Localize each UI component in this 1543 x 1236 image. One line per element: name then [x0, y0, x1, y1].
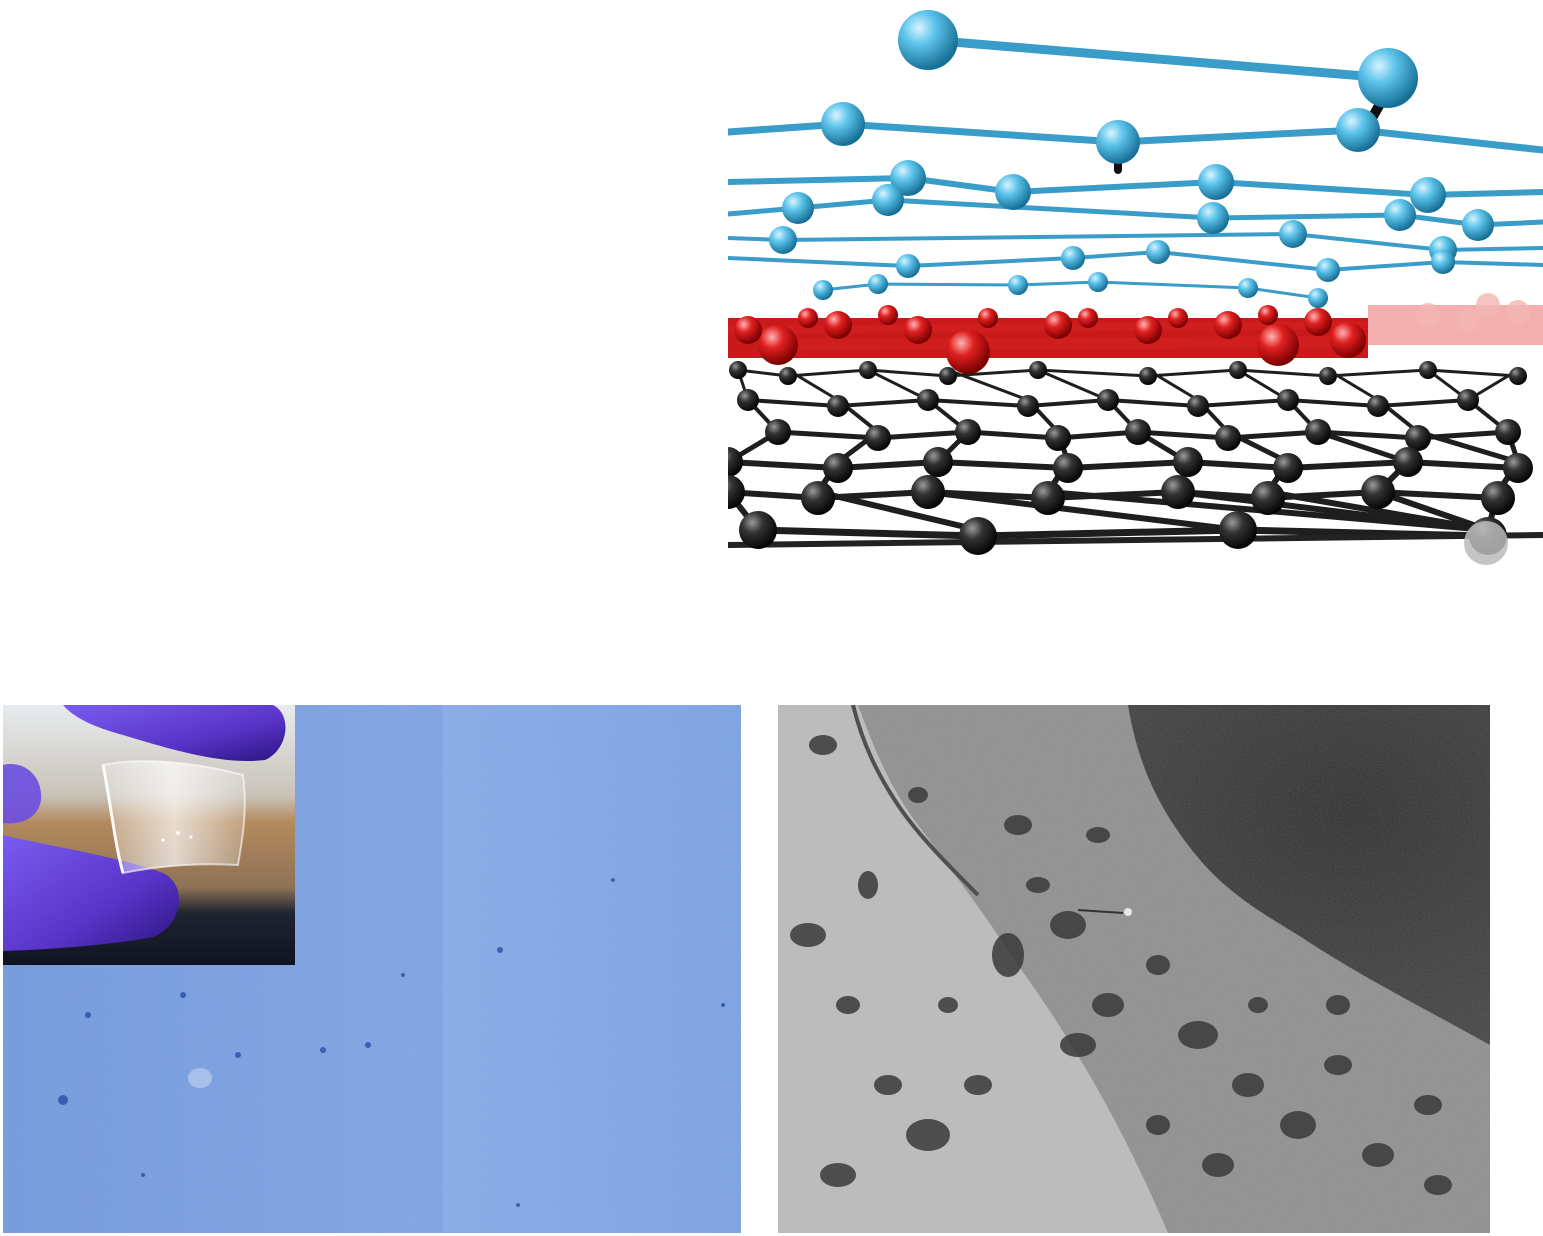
- optical-micrograph: [3, 705, 741, 1233]
- black-layer-atoms: [728, 361, 1533, 565]
- flexible-film-photo: [3, 705, 295, 965]
- flexible-film: [101, 760, 246, 875]
- electron-micrograph: [778, 705, 1490, 1233]
- inset-photo: [3, 705, 295, 965]
- blue-layer-bonds: [728, 35, 1543, 300]
- molecular-model-panel: [728, 0, 1543, 570]
- sem-holes: [790, 735, 1452, 1195]
- red-layer: [728, 293, 1543, 374]
- blue-layer-atoms: [769, 10, 1494, 308]
- optical-defects: [58, 878, 725, 1207]
- molecular-model-illustration: [728, 10, 1543, 565]
- sem-micrograph-panel: [778, 705, 1490, 1233]
- glove-finger-upper: [63, 705, 286, 761]
- glove-finger-lower: [3, 835, 180, 951]
- optical-micrograph-panel: [3, 705, 741, 1233]
